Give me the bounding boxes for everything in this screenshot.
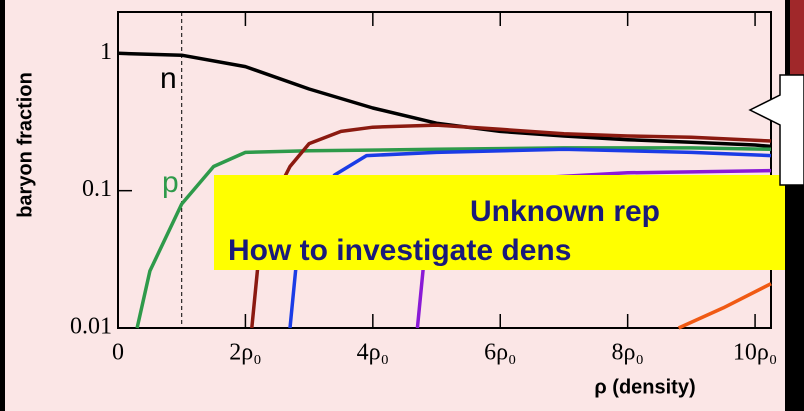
- annotation: How to investigate dens: [228, 234, 571, 267]
- x-tick-label: 0: [112, 340, 124, 366]
- slide: 02ρ₀4ρ₀6ρ₀8ρ₀10ρ₀0.010.11np Unknown rep …: [0, 0, 804, 411]
- x-tick-label: 2ρ₀: [229, 340, 261, 366]
- annotation: Unknown rep: [470, 195, 660, 228]
- y-tick-label: 1: [100, 39, 112, 65]
- series-label: p: [162, 166, 179, 199]
- x-axis-label: ρ (density): [594, 376, 695, 398]
- photo: [790, 0, 804, 78]
- series-label: n: [160, 62, 177, 95]
- y-tick-label: 0.01: [70, 314, 112, 340]
- y-tick-label: 0.1: [82, 176, 112, 202]
- x-tick-label: 6ρ₀: [484, 340, 516, 366]
- y-axis-label: baryon fraction: [14, 72, 36, 218]
- x-tick-label: 4ρ₀: [357, 340, 389, 366]
- x-tick-label: 8ρ₀: [611, 340, 643, 366]
- x-tick-label: 10ρ₀: [733, 340, 777, 366]
